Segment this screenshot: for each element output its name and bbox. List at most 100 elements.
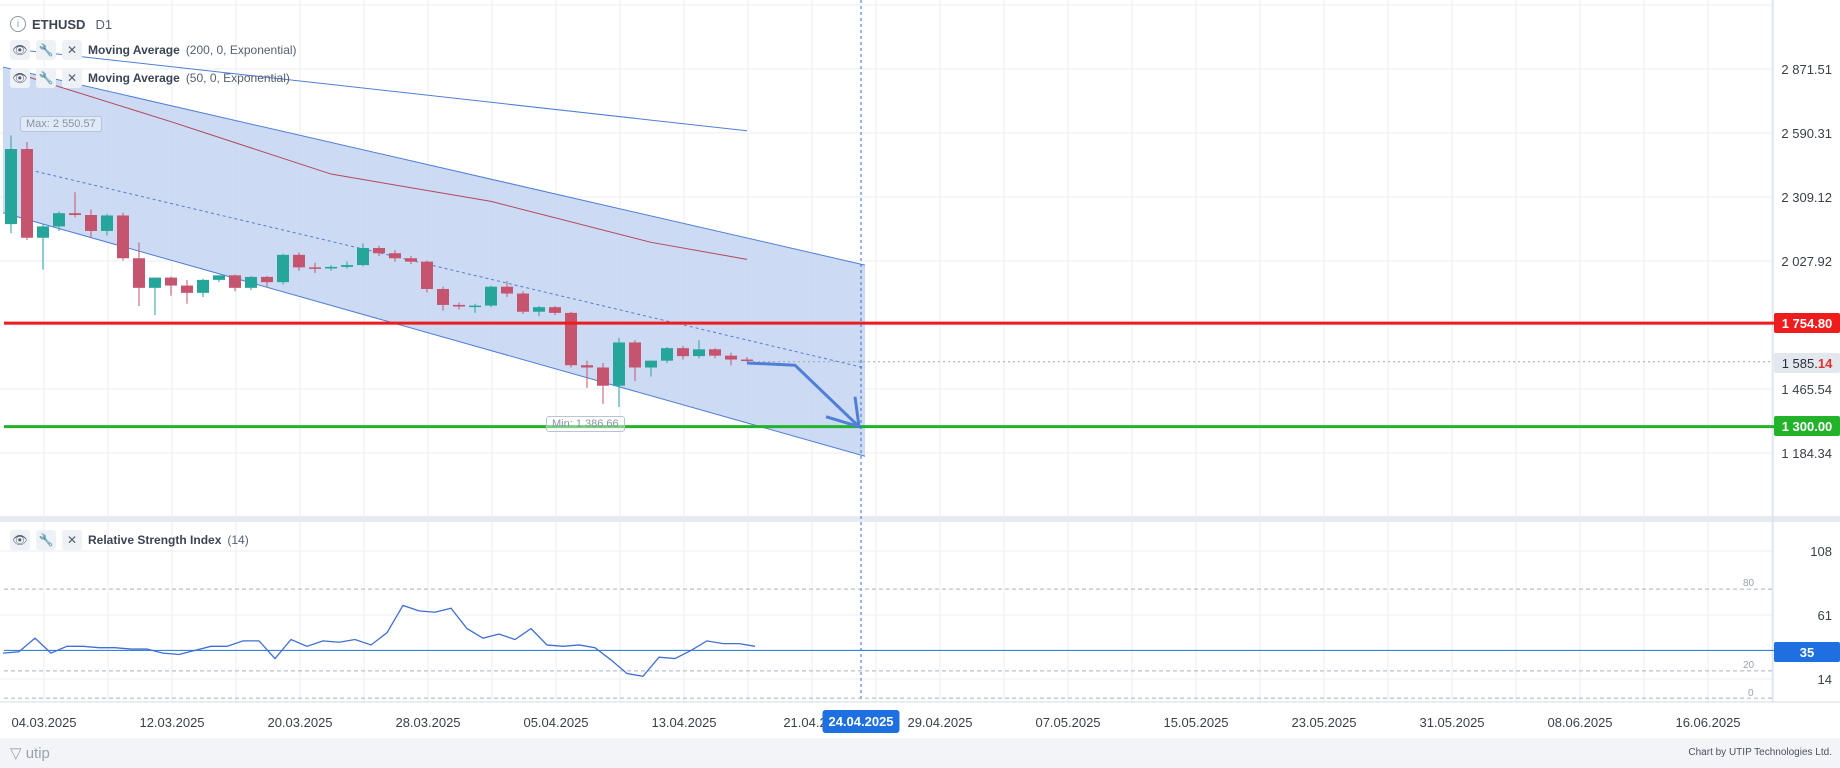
time-tick: 20.03.2025 — [267, 715, 333, 730]
resistance-price-badge: 1 754.80 — [1774, 313, 1840, 333]
close-icon[interactable]: ✕ — [62, 68, 82, 88]
candle-body — [149, 277, 161, 288]
ma200-line — [10, 48, 748, 132]
channel-median-line — [29, 169, 866, 369]
price-tick: 2 027.92 — [1781, 254, 1832, 269]
rsi-level-label: 20 — [1743, 660, 1755, 671]
candle-body — [645, 360, 657, 368]
candle-body — [197, 279, 209, 293]
chart-credit: Chart by UTIP Technologies Ltd. — [1688, 747, 1832, 758]
candle-body — [261, 276, 273, 283]
utip-logo[interactable]: ▽ utip — [10, 744, 50, 762]
candle-body — [661, 348, 673, 361]
price-tick: 1 465.54 — [1781, 382, 1832, 397]
time-tick: 23.05.2025 — [1291, 715, 1357, 730]
candle-body — [389, 253, 401, 259]
time-tick: 31.05.2025 — [1419, 715, 1485, 730]
candle-body — [693, 349, 705, 357]
candle-body — [677, 348, 689, 357]
indicator-name: Moving Average — [88, 43, 180, 57]
candle-body — [5, 149, 17, 225]
time-tick: 29.04.2025 — [907, 715, 973, 730]
candle-body — [501, 286, 513, 294]
candle-body — [421, 261, 433, 289]
candle-body — [245, 276, 257, 288]
candle-body — [725, 355, 737, 360]
candle-body — [85, 215, 97, 231]
info-icon[interactable]: i — [10, 16, 26, 32]
candle-body — [437, 288, 449, 305]
candle-body — [405, 258, 417, 262]
candle-body — [629, 342, 641, 368]
close-icon[interactable]: ✕ — [62, 40, 82, 60]
projection-arrow-line — [746, 361, 861, 428]
time-tick: 04.03.2025 — [11, 715, 77, 730]
candle-body — [453, 304, 465, 307]
time-tick: 13.04.2025 — [651, 715, 717, 730]
time-tick: 05.04.2025 — [523, 715, 589, 730]
time-tick: 16.06.2025 — [1675, 715, 1741, 730]
current-price-main: 1 585. — [1781, 355, 1818, 371]
indicator-name: Moving Average — [88, 71, 180, 85]
symbol-header: i ETHUSD D1 — [10, 14, 112, 34]
candle-body — [469, 305, 481, 308]
candle-body — [37, 226, 49, 238]
wrench-icon[interactable]: 🔧 — [36, 530, 56, 550]
eye-icon[interactable]: 👁 — [10, 40, 30, 60]
candle-body — [517, 293, 529, 312]
candle-body — [293, 254, 305, 268]
rsi-level-label: 0 — [1748, 688, 1754, 699]
rsi-tick: 108 — [1810, 544, 1832, 559]
candle-body — [133, 258, 145, 288]
candle-body — [117, 215, 129, 259]
projection-arrow-head — [825, 396, 861, 429]
time-tick: 21.04.2 — [783, 715, 827, 730]
candle-body — [53, 213, 65, 227]
indicator-params: (50, 0, Exponential) — [185, 71, 290, 85]
candle-body — [277, 254, 289, 283]
candle-body — [21, 149, 33, 238]
time-tick: 08.06.2025 — [1547, 715, 1613, 730]
candle-body — [309, 267, 321, 269]
wrench-icon[interactable]: 🔧 — [36, 68, 56, 88]
time-tick: 28.03.2025 — [395, 715, 461, 730]
eye-icon[interactable]: 👁 — [10, 530, 30, 550]
footer-bar: ▽ utip Chart by UTIP Technologies Ltd. — [0, 738, 1840, 768]
current-price-tail: 14 — [1817, 355, 1833, 371]
min-price-tooltip: Min: 1 386.66 — [546, 416, 625, 432]
indicator-params: (200, 0, Exponential) — [185, 43, 297, 57]
candle-body — [325, 266, 337, 269]
rsi-current-badge: 35 — [1774, 642, 1840, 662]
trend-channel — [3, 67, 865, 457]
candle-body — [101, 215, 113, 231]
rsi-level-label: 80 — [1743, 578, 1755, 589]
candle-body — [229, 275, 241, 288]
rsi-line — [2, 604, 756, 677]
channel-lower-line — [2, 212, 866, 457]
indicator-row-rsi: 👁 🔧 ✕ Relative Strength Index (14) — [10, 530, 249, 550]
candle-body — [213, 275, 225, 280]
close-icon[interactable]: ✕ — [62, 530, 82, 550]
time-tick: 15.05.2025 — [1163, 715, 1229, 730]
candle-body — [181, 285, 193, 293]
candle-body — [373, 248, 385, 254]
wrench-icon[interactable]: 🔧 — [36, 40, 56, 60]
indicator-row-ma50: 👁 🔧 ✕ Moving Average (50, 0, Exponential… — [10, 68, 290, 88]
eye-icon[interactable]: 👁 — [10, 68, 30, 88]
price-tick: 2 871.51 — [1781, 62, 1832, 77]
rsi-tick: 14 — [1817, 672, 1832, 687]
panel-separator — [0, 516, 1840, 522]
max-price-tooltip: Max: 2 550.57 — [20, 116, 102, 132]
candle-body — [741, 359, 753, 362]
time-axis-bg — [0, 702, 1840, 738]
utip-logo-icon: ▽ — [10, 745, 22, 762]
candle-body — [533, 307, 545, 312]
utip-logo-text: utip — [25, 745, 50, 762]
candle-body — [357, 248, 369, 266]
candle-body — [485, 286, 497, 306]
timeframe-label: D1 — [95, 16, 113, 32]
indicator-name: Relative Strength Index — [88, 533, 222, 547]
channel-upper-line — [2, 66, 866, 266]
